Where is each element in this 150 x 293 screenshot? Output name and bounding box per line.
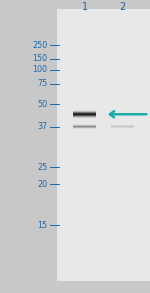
- Bar: [111, 125, 134, 126]
- Text: 100: 100: [32, 65, 47, 74]
- Bar: [73, 110, 96, 111]
- Bar: [73, 118, 96, 119]
- Bar: [111, 128, 134, 129]
- Text: 25: 25: [37, 163, 47, 171]
- Bar: [73, 111, 96, 112]
- Bar: [73, 127, 96, 128]
- Bar: [73, 115, 96, 116]
- Bar: [73, 126, 96, 127]
- Bar: [73, 113, 96, 114]
- Bar: [73, 112, 96, 113]
- Bar: [111, 128, 134, 129]
- Bar: [73, 114, 96, 115]
- Bar: [73, 114, 96, 115]
- Bar: [73, 124, 96, 125]
- Bar: [73, 125, 96, 126]
- Bar: [73, 112, 96, 113]
- Bar: [111, 125, 134, 126]
- Bar: [73, 127, 96, 128]
- Bar: [73, 111, 96, 112]
- Bar: [73, 126, 96, 127]
- Bar: [73, 114, 96, 115]
- Bar: [73, 115, 96, 116]
- Bar: [111, 124, 134, 125]
- Bar: [73, 126, 96, 127]
- Bar: [73, 113, 96, 114]
- Bar: [111, 128, 134, 129]
- Text: 15: 15: [37, 221, 47, 229]
- Bar: [73, 124, 96, 125]
- Bar: [111, 126, 134, 127]
- Bar: [73, 113, 96, 114]
- Bar: [73, 116, 96, 117]
- Bar: [111, 128, 134, 129]
- Bar: [73, 128, 96, 129]
- Bar: [111, 126, 134, 127]
- Bar: [111, 128, 134, 129]
- Bar: [111, 125, 134, 126]
- Bar: [73, 127, 96, 128]
- Bar: [73, 128, 96, 129]
- Bar: [73, 116, 96, 117]
- Bar: [111, 124, 134, 125]
- Bar: [73, 117, 96, 118]
- Bar: [73, 110, 96, 111]
- Bar: [111, 124, 134, 125]
- Bar: [111, 125, 134, 126]
- Bar: [111, 127, 134, 128]
- Bar: [111, 127, 134, 128]
- Bar: [73, 118, 96, 119]
- Text: 150: 150: [32, 54, 47, 63]
- Bar: [73, 111, 96, 112]
- Bar: [73, 117, 96, 118]
- Bar: [73, 124, 96, 125]
- Text: 50: 50: [37, 100, 47, 108]
- Bar: [73, 116, 96, 117]
- Text: 20: 20: [37, 180, 47, 188]
- Bar: [73, 124, 96, 125]
- Bar: [73, 128, 96, 129]
- Bar: [73, 125, 96, 126]
- Bar: [73, 115, 96, 116]
- Bar: [111, 124, 134, 125]
- Bar: [111, 127, 134, 128]
- Bar: [73, 112, 96, 113]
- Text: 75: 75: [37, 79, 47, 88]
- Text: 37: 37: [37, 122, 47, 131]
- Bar: [73, 126, 96, 127]
- Bar: [111, 126, 134, 127]
- Text: 250: 250: [32, 41, 47, 50]
- Bar: [111, 125, 134, 126]
- Bar: [73, 117, 96, 118]
- Text: 2: 2: [119, 2, 125, 12]
- Bar: [57, 9, 150, 281]
- Bar: [73, 125, 96, 126]
- Bar: [73, 128, 96, 129]
- Bar: [73, 125, 96, 126]
- Text: 1: 1: [82, 2, 88, 12]
- Bar: [111, 124, 134, 125]
- Bar: [73, 127, 96, 128]
- Bar: [111, 127, 134, 128]
- Bar: [111, 127, 134, 128]
- Bar: [111, 126, 134, 127]
- Bar: [73, 110, 96, 111]
